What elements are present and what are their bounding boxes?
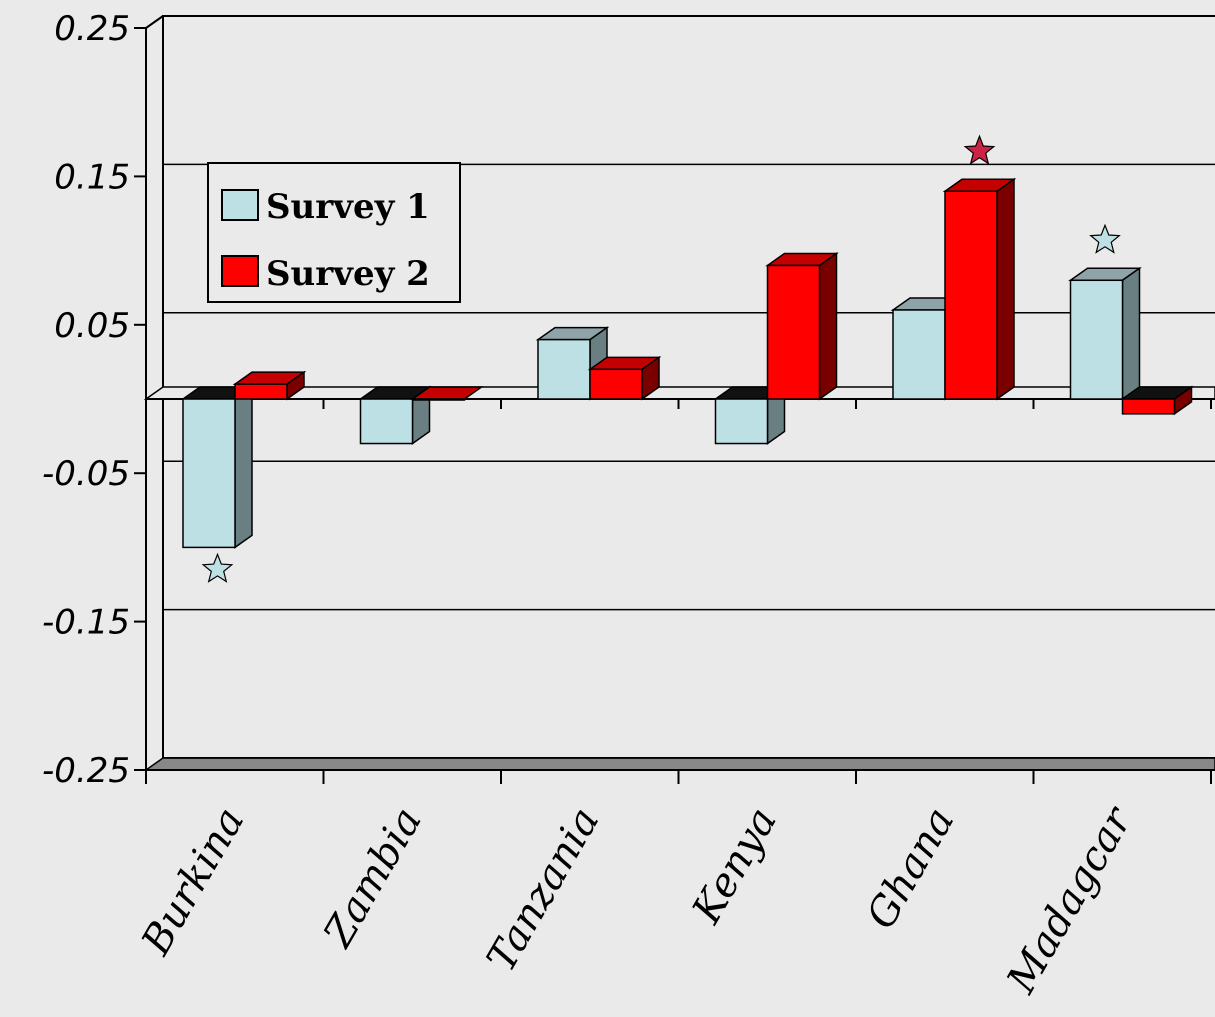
- star-marker: [201, 552, 234, 583]
- significance-stars: [201, 134, 1121, 583]
- bar-front: [1121, 398, 1176, 415]
- bar-side: [234, 385, 253, 549]
- bar-front: [537, 338, 591, 400]
- bar-side: [1121, 266, 1141, 401]
- plot-walls: [143, 15, 1215, 771]
- category-label: Tanzania: [478, 800, 608, 979]
- category-label: Zambia: [314, 800, 431, 956]
- category-label: Kenya: [683, 800, 786, 932]
- bar-front: [714, 398, 769, 445]
- legend-label-survey-2: Survey 2: [266, 254, 430, 294]
- legend-swatch-survey-2: [221, 255, 259, 287]
- category-label: Madagcar: [998, 798, 1142, 1002]
- y-axis-depth: [145, 15, 164, 29]
- bar-survey-1: [713, 385, 787, 445]
- bars: [180, 177, 1194, 549]
- category-labels: Burkina Zambia Tanzania Kenya Ghana Madagcar: [133, 798, 1143, 1002]
- legend-label-survey-1: Survey 1: [266, 187, 430, 227]
- bar-front: [359, 398, 414, 445]
- y-tick-label: -0.25: [42, 751, 130, 791]
- y-tick-label: -0.05: [42, 454, 130, 494]
- category-label: Ghana: [858, 800, 963, 937]
- bar-survey-2: [410, 386, 484, 401]
- bar-survey-1: [1068, 266, 1142, 401]
- floor: [143, 757, 1215, 771]
- bar-side: [818, 251, 838, 401]
- legend-swatch-survey-1: [221, 189, 259, 221]
- bar-survey-2: [587, 355, 662, 401]
- y-tick-labels: 0.25 0.15 0.05 -0.05 -0.15 -0.25: [42, 9, 130, 791]
- bar-front: [944, 190, 998, 400]
- bar-survey-2: [765, 251, 839, 401]
- zero-plane: [143, 386, 1215, 400]
- bar-front: [411, 398, 466, 401]
- y-tick-label: 0.15: [54, 157, 130, 197]
- category-label: Burkina: [133, 800, 254, 963]
- bar-front: [766, 264, 821, 400]
- star-marker: [1089, 223, 1121, 254]
- bar-front: [589, 368, 643, 400]
- bar-side: [996, 177, 1015, 401]
- y-tick-label: -0.15: [42, 603, 130, 643]
- legend: Survey 1 Survey 2: [207, 162, 461, 303]
- bar-survey-2: [232, 370, 307, 401]
- bar-survey-2: [942, 177, 1017, 401]
- bar-front: [1069, 279, 1124, 400]
- bar-survey-2: [1120, 385, 1194, 416]
- axes: [134, 15, 1215, 784]
- bar-front: [892, 309, 946, 400]
- bar-survey-1: [358, 385, 432, 445]
- bar-front: [234, 383, 288, 400]
- bar-survey-1: [180, 385, 255, 549]
- y-tick-label: 0.05: [54, 306, 130, 346]
- bar-front: [182, 398, 236, 549]
- y-tick-label: 0.25: [54, 9, 130, 49]
- star-marker: [963, 134, 996, 165]
